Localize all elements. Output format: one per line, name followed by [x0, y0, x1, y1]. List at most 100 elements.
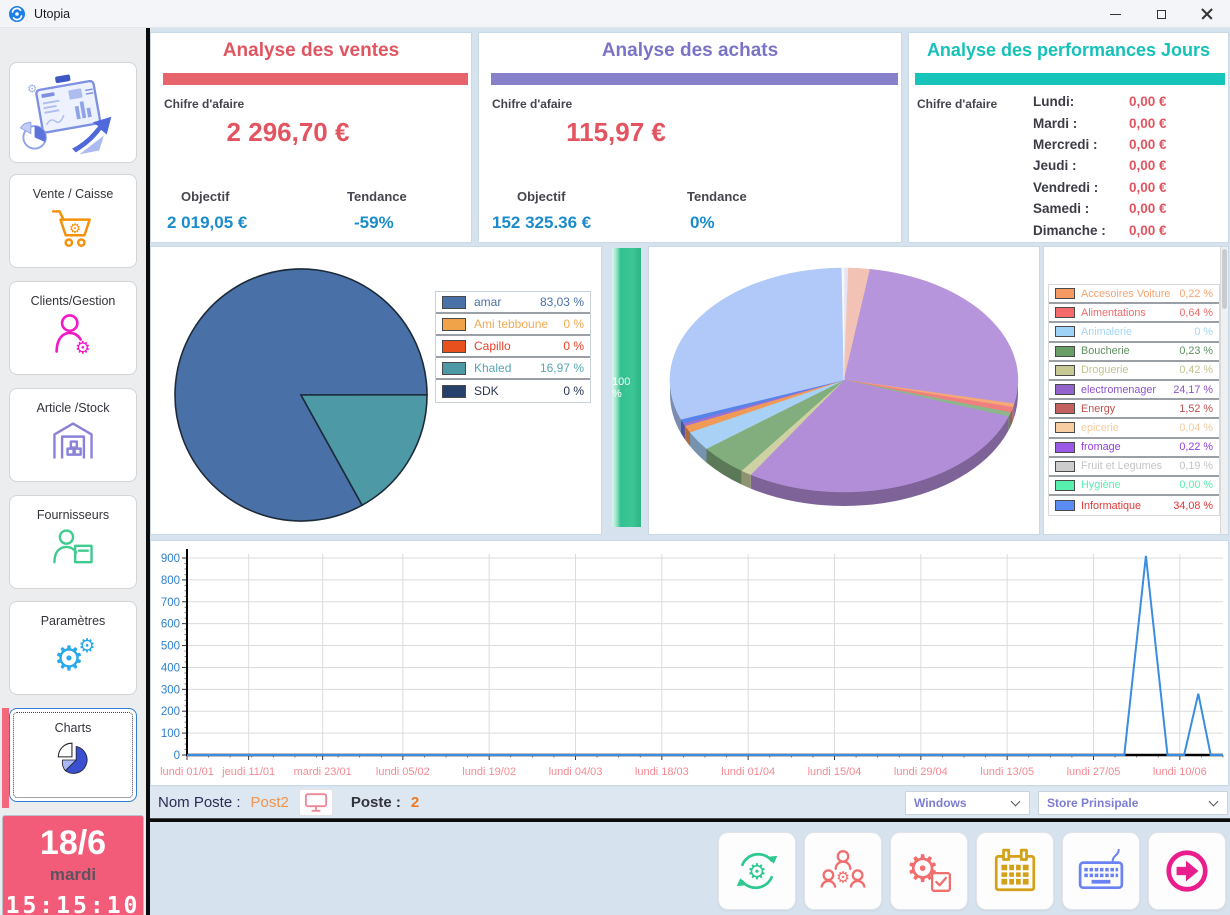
legend-label: Animalerie	[1081, 325, 1133, 338]
pie-chart-achats-panel	[648, 246, 1040, 535]
svg-text:100: 100	[161, 728, 180, 740]
maximize-button[interactable]	[1138, 0, 1184, 28]
day-name: Mercredi :	[1033, 136, 1098, 152]
legend-label: Energy	[1081, 402, 1116, 415]
calendar-icon	[994, 848, 1036, 892]
svg-text:⚙: ⚙	[69, 221, 81, 237]
svg-text:⚙: ⚙	[27, 82, 37, 95]
pie-ventes-legend: amar 83,03 % Ami tebboune 0 % Capillo 0 % Khal…	[435, 291, 591, 403]
store-select[interactable]: Store Prinsipale	[1038, 791, 1228, 815]
legend-swatch	[1055, 479, 1075, 491]
svg-text:500: 500	[161, 641, 180, 653]
gauge-value: 100 %	[612, 375, 631, 400]
legend-value: 0 %	[563, 339, 584, 353]
legend-value: 0,22 %	[1179, 441, 1213, 454]
day-value: 0,00 €	[1129, 136, 1167, 152]
client-gear-icon: ⚙	[55, 314, 91, 356]
footer-separator	[150, 818, 1230, 822]
legend-swatch	[1055, 307, 1075, 319]
day-name: Jeudi :	[1033, 158, 1077, 174]
legend-label: SDK	[474, 384, 499, 398]
legend-swatch	[1055, 345, 1075, 357]
day-row: Mardi : 0,00 €	[1033, 112, 1220, 133]
day-value: 0,00 €	[1129, 179, 1167, 195]
legend-item: Alimentations 0,64 %	[1049, 304, 1219, 324]
exit-arrow-icon	[1166, 850, 1208, 892]
poste-label: Poste :	[350, 794, 401, 811]
day-row: Lundi: 0,00 €	[1033, 91, 1220, 112]
tendance-value: -59%	[354, 213, 394, 232]
pie-achats-legend-panel: Accesoires Voiture 0,22 % Alimentations 0,6…	[1043, 246, 1229, 535]
svg-text:lundi 15/04: lundi 15/04	[808, 766, 862, 778]
poste-value: 2	[410, 794, 420, 811]
legend-label: amar	[474, 295, 502, 309]
close-button[interactable]	[1184, 0, 1230, 28]
sidebar-item-clients-gestion[interactable]: Clients/Gestion ⚙	[9, 281, 137, 375]
exit-button[interactable]	[1148, 832, 1226, 910]
day-name: Vendredi :	[1033, 179, 1099, 195]
legend-scrollbar[interactable]	[1220, 247, 1228, 534]
svg-text:lundi 29/04: lundi 29/04	[894, 766, 948, 778]
day-row: Jeudi : 0,00 €	[1033, 155, 1220, 176]
legend-item: epicerie 0,04 %	[1049, 419, 1219, 439]
os-select[interactable]: Windows	[905, 791, 1030, 815]
date-weekday: mardi	[49, 865, 97, 884]
legend-item: Capillo 0 %	[436, 336, 590, 358]
team-management-button[interactable]: ⚙	[804, 832, 882, 910]
minimize-button[interactable]	[1092, 0, 1138, 28]
legend-swatch	[442, 384, 466, 398]
chevron-down-icon	[1208, 796, 1219, 807]
minimize-icon	[1109, 13, 1121, 15]
legend-value: 0,64 %	[1179, 306, 1213, 319]
svg-text:lundi 27/05: lundi 27/05	[1067, 766, 1121, 778]
settings-check-button[interactable]: ⚙	[890, 832, 968, 910]
svg-text:0: 0	[174, 750, 180, 762]
chiffre-affaire-label: Chifre d'afaire	[492, 97, 573, 111]
day-name: Lundi:	[1033, 94, 1075, 110]
legend-label: Informatique	[1081, 499, 1142, 512]
legend-value: 0,00 %	[1179, 479, 1213, 492]
sidebar-item-vente-caisse[interactable]: Vente / Caisse ⚙	[9, 174, 137, 268]
sidebar-item-fournisseurs[interactable]: Fournisseurs	[9, 495, 137, 589]
status-bar: Nom Poste : Post2 Poste : 2 Windows Stor…	[150, 787, 1230, 818]
legend-item: Khaled 16,97 %	[436, 358, 590, 380]
sidebar-item-article-stock[interactable]: Article /Stock	[9, 388, 137, 482]
day-value: 0,00 €	[1129, 115, 1167, 131]
chiffre-affaire-value: 115,97 €	[566, 117, 666, 147]
date-day: 18/6	[39, 824, 107, 862]
legend-item: electromenager 24,17 %	[1049, 380, 1219, 401]
svg-text:300: 300	[161, 684, 180, 696]
svg-text:⚙: ⚙	[78, 635, 95, 657]
legend-item: Boucherie 0,23 %	[1049, 342, 1219, 362]
legend-label: Accesoires Voiture	[1081, 287, 1171, 300]
card-analyse-achats: Analyse des achats Chifre d'afaire 115,9…	[478, 32, 902, 243]
day-row: Dimanche : 0,00 €	[1033, 219, 1220, 240]
objectif-value: 152 325.36 €	[492, 213, 592, 232]
keyboard-icon	[1078, 848, 1124, 890]
svg-text:lundi 13/05: lundi 13/05	[980, 766, 1034, 778]
day-value: 0,00 €	[1129, 94, 1167, 110]
legend-value: 24,17 %	[1173, 383, 1213, 396]
legend-value: 34,08 %	[1173, 499, 1213, 512]
gears-icon: ⚙ ⚙	[54, 635, 96, 678]
tendance-value: 0%	[690, 213, 715, 232]
svg-text:lundi 10/06: lundi 10/06	[1153, 766, 1207, 778]
calendar-button[interactable]	[976, 832, 1054, 910]
svg-text:600: 600	[161, 619, 180, 631]
objectif-value: 2 019,05 €	[167, 213, 248, 232]
sidebar-separator	[146, 28, 150, 915]
logo-button[interactable]: ⚙	[9, 62, 137, 163]
sync-button[interactable]: ⚙	[718, 832, 796, 910]
sidebar-item-charts[interactable]: Charts	[9, 708, 137, 802]
svg-text:900: 900	[161, 553, 180, 565]
legend-label: Capillo	[474, 339, 511, 353]
svg-text:200: 200	[161, 706, 180, 718]
selected-indicator-strip	[2, 708, 9, 808]
scrollbar-thumb[interactable]	[1222, 249, 1227, 309]
keyboard-button[interactable]	[1062, 832, 1140, 910]
svg-text:lundi 04/03: lundi 04/03	[549, 766, 603, 778]
accent-bar	[915, 73, 1225, 85]
day-value: 0,00 €	[1129, 222, 1167, 238]
sidebar-item-parametres[interactable]: Paramètres ⚙ ⚙	[9, 601, 137, 695]
